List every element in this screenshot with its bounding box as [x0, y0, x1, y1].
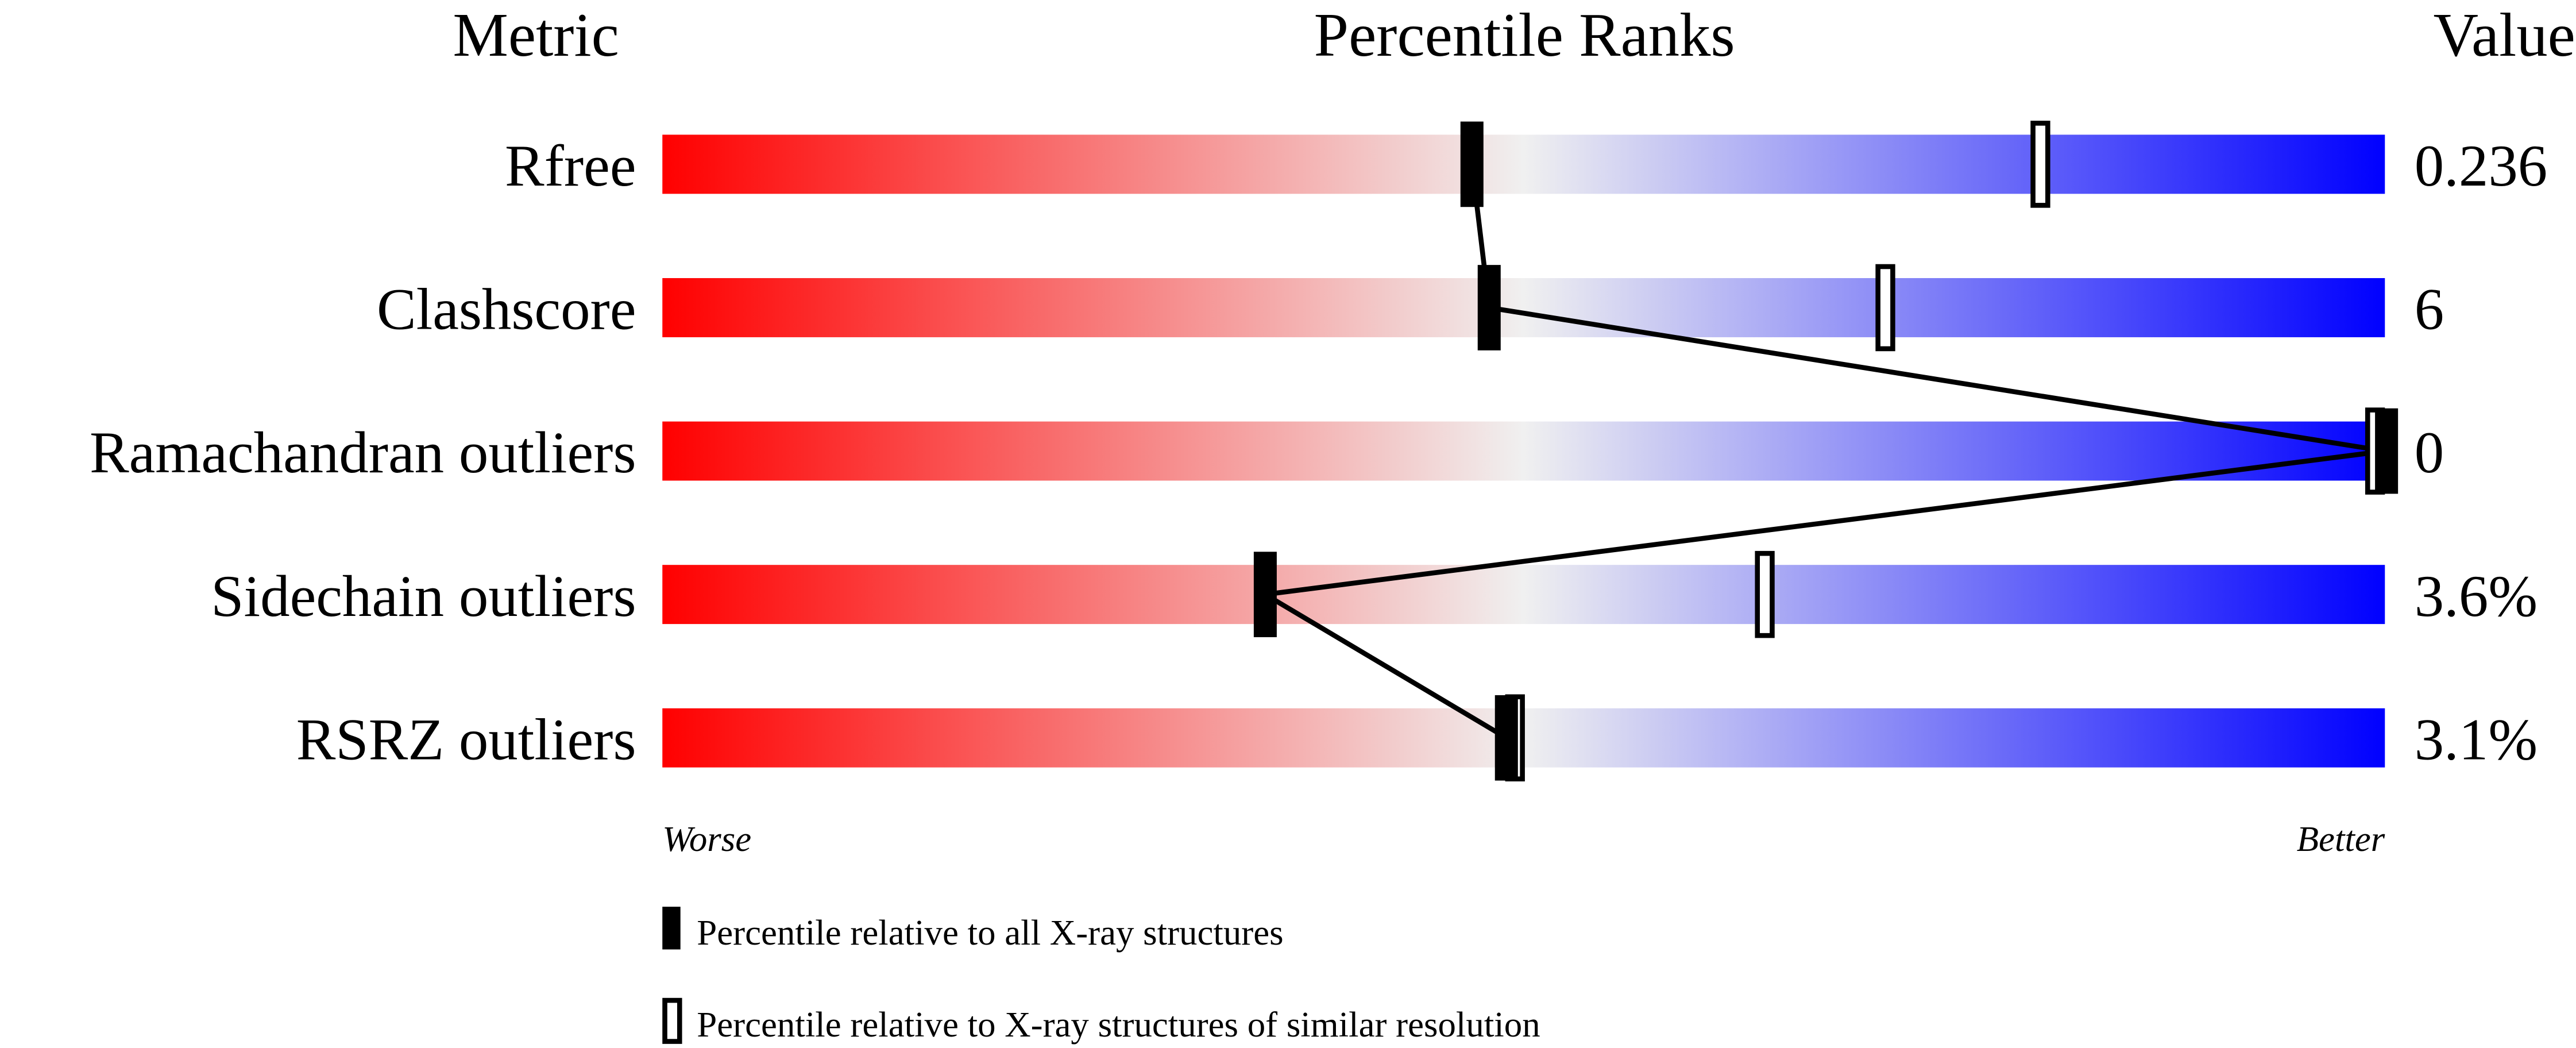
percentile-bar	[662, 565, 2385, 625]
legend-all-label: Percentile relative to all X-ray structu…	[697, 912, 1283, 953]
metric-label: Sidechain outliers	[211, 564, 636, 629]
metric-value: 3.6%	[2415, 564, 2538, 629]
all-structures-marker	[1460, 121, 1484, 207]
similar-resolution-marker	[1875, 264, 1895, 352]
header-value: Value	[2434, 1, 2575, 70]
similar-resolution-marker	[2030, 121, 2050, 208]
legend-similar-marker	[662, 997, 682, 1044]
metric-value: 0.236	[2415, 133, 2548, 199]
similar-resolution-marker	[1755, 550, 1775, 638]
percentile-bar	[662, 278, 2385, 337]
metric-value: 3.1%	[2415, 707, 2538, 772]
all-structures-marker	[1477, 265, 1501, 350]
percentile-bar	[662, 421, 2385, 481]
metric-label: Ramachandran outliers	[90, 420, 636, 486]
all-structures-marker	[1494, 695, 1518, 781]
legend-similar-label: Percentile relative to X-ray structures …	[697, 1004, 1540, 1045]
header-metric: Metric	[453, 1, 619, 70]
header-percentile-ranks: Percentile Ranks	[1314, 1, 1735, 70]
all-structures-marker	[1253, 552, 1277, 637]
legend-all-marker	[662, 907, 681, 950]
axis-better-label: Better	[2297, 819, 2385, 859]
percentile-bar	[662, 134, 2385, 194]
metric-value: 0	[2415, 420, 2444, 486]
metric-label: Clashscore	[377, 277, 636, 342]
axis-worse-label: Worse	[662, 819, 751, 859]
metric-label: RSRZ outliers	[296, 707, 636, 772]
all-structures-marker	[2375, 408, 2399, 494]
metric-label: Rfree	[505, 133, 636, 199]
metric-value: 6	[2415, 277, 2444, 342]
